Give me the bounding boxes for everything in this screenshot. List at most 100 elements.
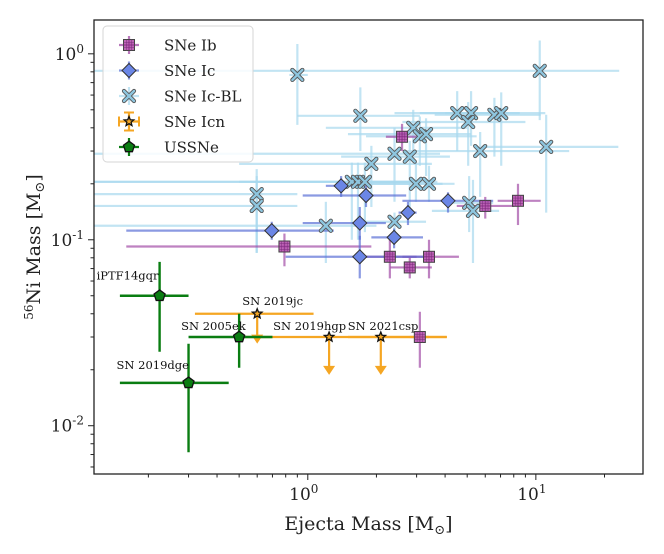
sne-ic-bl-point-inner [495, 106, 508, 120]
legend-items: SNe Ib SNe Ic SNe Ic-BL SNe Icn USSNe [118, 36, 241, 157]
legend-marker-ussne [122, 140, 136, 153]
annotation-label: SN 2019hgp [273, 319, 346, 333]
y-axis-label-close: ] [23, 174, 45, 181]
x-axis-label: Ejecta Mass [M⊙] [284, 513, 452, 538]
x-tick-label: 101 [517, 482, 546, 505]
annotation-label: iPTF14gqr [97, 269, 159, 283]
sne-ic-bl-point-inner [462, 196, 476, 210]
sne-icn-point [374, 330, 388, 343]
sne-ic-bl-point-inner [388, 215, 401, 228]
sne-icn-point [322, 330, 336, 343]
sne-ic-errorbar-4 [302, 207, 386, 240]
legend-marker-sne-icn [122, 114, 136, 127]
sne-ic-bl-point-inner [422, 177, 436, 190]
x-tick-label: 100 [289, 482, 318, 505]
legend-label: SNe Ic-BL [164, 88, 241, 106]
sne-ic-bl-point-inner [409, 177, 423, 190]
x-axis-label-close: ] [445, 513, 452, 535]
sne-ic-bl-errorbar-11 [481, 114, 619, 213]
axis-ticks [88, 53, 606, 480]
sne-ic-bl-point-inner [291, 68, 304, 82]
y-tick-label: 10-2 [51, 414, 84, 437]
sne-ib-point-hatch [404, 261, 416, 273]
y-tick-label-base: 10 [51, 417, 73, 437]
sne-ic-point [264, 222, 280, 239]
x-tick-label-exponent: 0 [311, 482, 319, 496]
y-tick-label-exponent: 0 [76, 42, 84, 56]
sne-ic-bl-point-inner [358, 175, 372, 188]
sne-ic-point [352, 215, 368, 231]
y-tick-label: 100 [55, 42, 84, 65]
x-tick-label-base: 10 [517, 485, 539, 505]
sne-icn-point [250, 307, 264, 320]
x-axis-label-text: Ejecta Mass [M [284, 513, 434, 535]
sne-ic-bl-point-inner [319, 219, 333, 232]
y-tick-label: 10-1 [51, 228, 84, 251]
sne-icn-errorbar-2 [347, 335, 447, 375]
legend-item-sne-ib: SNe Ib [119, 36, 217, 55]
sne-ic-point [358, 187, 374, 204]
sne-ic-bl-point-inner [354, 109, 367, 123]
y-tick-label-exponent: -2 [72, 414, 84, 428]
sne-ic-bl-point-inner [250, 199, 263, 213]
sne-ic-bl-point-inner [461, 115, 475, 129]
sne-ib-point-hatch [512, 195, 524, 207]
ussne-point [153, 289, 166, 302]
sne-ib-point-hatch [423, 251, 435, 263]
y-axis-label: 56Ni Mass [M⊙] [22, 174, 48, 320]
sne-ic-bl-errorbar-1 [289, 43, 308, 125]
legend-box [102, 25, 254, 163]
y-axis-label-sun-symbol: ⊙ [33, 182, 48, 193]
legend-marker-sne-ib-hatch [123, 39, 135, 51]
sne-ic-bl-point-inner [539, 140, 553, 154]
sne-ic-bl-errorbar-22 [94, 176, 298, 253]
ussne-point [232, 330, 246, 343]
legend-marker-sne-ic [121, 62, 137, 79]
plot-frame [93, 19, 644, 475]
legend-item-ussne: USSNe [119, 138, 219, 157]
sne-ic-bl-errorbar-25 [94, 201, 377, 263]
legend-item-sne-ic: SNe Ic [119, 61, 215, 80]
sne-ib-point-hatch [396, 131, 408, 143]
ussne-errorbar-2 [119, 343, 229, 453]
annotation-label: SN 2005ek [181, 319, 247, 333]
annotation-label: SN 2019dge [117, 358, 190, 372]
legend: SNe Ib SNe Ic SNe Ic-BL SNe Icn USSNe [102, 25, 254, 163]
y-tick-label-base: 10 [55, 45, 77, 65]
y-axis-label-isotope: 56 [22, 304, 36, 319]
legend-label: SNe Icn [164, 113, 225, 131]
y-tick-label-base: 10 [51, 231, 73, 251]
sne-ic-bl-point-inner [388, 147, 401, 160]
sne-ic-bl-errorbar-24 [431, 179, 500, 263]
sne-icn-upper-limit-arrow [323, 365, 336, 375]
legend-item-sne-icn: SNe Icn [118, 111, 225, 132]
legend-marker-sne-ic-bl-inner [122, 89, 136, 103]
legend-label: SNe Ib [164, 37, 217, 55]
x-axis-label-sun-symbol: ⊙ [434, 523, 445, 538]
sne-ic-bl-point-inner [365, 157, 378, 171]
sne-ic-bl-errorbar-16 [94, 162, 417, 240]
sne-ic-errorbar-5 [126, 221, 334, 240]
sne-icn-upper-limit-arrow [374, 365, 387, 375]
sne-ic-point [440, 193, 456, 209]
sne-ic-bl-point-inner [403, 150, 416, 163]
y-axis-label-text: Ni Mass [M [23, 193, 45, 305]
sne-ib-point-hatch [414, 331, 426, 343]
markers-layer [153, 63, 554, 389]
sne-ic-bl-point-inner [533, 64, 546, 78]
sne-ic-point [333, 178, 349, 194]
sne-ic-bl-point-inner [466, 204, 480, 218]
sne-ic-bl-errorbar-15 [239, 145, 432, 208]
sne-ic-point [352, 249, 368, 265]
annotation-label: SN 2021csp [348, 319, 419, 333]
sne-ic-bl-point-inner [473, 144, 487, 158]
sne-ic-bl-point-inner [451, 106, 464, 120]
annotation-label: SN 2019jc [242, 294, 303, 308]
legend-item-sne-ic-bl: SNe Ic-BL [119, 87, 241, 106]
sne-ib-point-hatch [278, 241, 290, 253]
sne-ic-point [386, 229, 402, 246]
x-tick-label-base: 10 [289, 485, 311, 505]
